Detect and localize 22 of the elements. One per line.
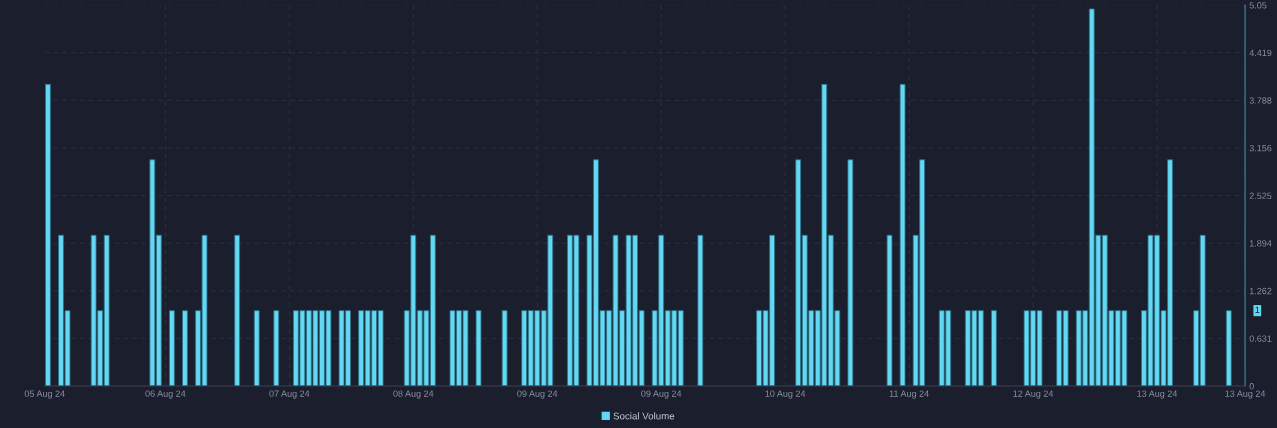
x-tick-label: 12 Aug 24	[1013, 390, 1054, 399]
text: 1	[1255, 306, 1260, 313]
y-tick-label: 1.894	[1249, 240, 1272, 247]
y-tick-label: 1.262	[1249, 287, 1272, 295]
x-tick-label: 08 Aug 24	[393, 390, 434, 399]
legend-label: Social Volume	[613, 412, 675, 420]
x-tick-label: 09 Aug 24	[517, 390, 558, 399]
x-tick-label: 09 Aug 24	[641, 390, 682, 399]
x-tick-label: 06 Aug 24	[145, 390, 186, 399]
x-tick-label: 13 Aug 24	[1137, 390, 1178, 399]
y-tick-label: 3.156	[1249, 144, 1272, 152]
y-tick-label: 0	[1249, 383, 1254, 390]
y-tick-label: 4.419	[1249, 49, 1272, 57]
y-tick-label: 3.788	[1249, 97, 1272, 104]
x-tick-label: 11 Aug 24	[889, 390, 929, 399]
y-tick-label: 5.05	[1249, 2, 1267, 9]
x-tick-label: 13 Aug 24	[1225, 390, 1266, 399]
x-tick-label: 10 Aug 24	[765, 390, 806, 399]
y-tick-label: 0.631	[1249, 335, 1272, 342]
y-tick-label: 2.525	[1249, 192, 1272, 199]
x-tick-label: 05 Aug 24	[24, 390, 65, 399]
x-tick-label: 07 Aug 24	[269, 390, 310, 399]
